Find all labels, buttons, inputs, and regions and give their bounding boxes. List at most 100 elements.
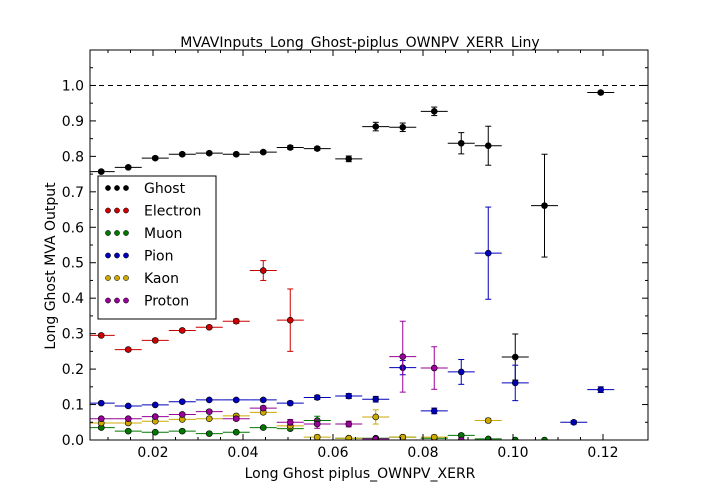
legend-marker bbox=[105, 275, 111, 281]
data-point bbox=[124, 164, 132, 171]
data-point bbox=[178, 327, 186, 334]
data-point bbox=[124, 402, 132, 410]
data-point bbox=[597, 386, 605, 393]
data-point bbox=[178, 398, 186, 406]
data-point bbox=[313, 433, 321, 440]
data-point bbox=[286, 418, 294, 426]
data-point bbox=[178, 150, 186, 158]
legend-marker bbox=[114, 275, 120, 281]
data-point bbox=[457, 139, 465, 147]
data-point bbox=[97, 332, 105, 339]
legend-label-pion: Pion bbox=[144, 249, 173, 265]
data-point bbox=[232, 415, 240, 423]
plot-area: 0.02 0.04 0.06 0.08 0.10 0.12 0.0 0.1 0.2 0.3 0.4 0… bbox=[62, 49, 649, 461]
x-tick-label: 0.08 bbox=[407, 445, 438, 461]
y-tick-label: 0.2 bbox=[62, 362, 84, 378]
x-tick-label: 0.10 bbox=[497, 445, 528, 461]
data-point bbox=[286, 399, 294, 407]
series-pion bbox=[90, 206, 615, 426]
legend-marker bbox=[105, 297, 111, 304]
data-point bbox=[345, 420, 353, 428]
data-point bbox=[286, 316, 294, 324]
legend-marker bbox=[105, 230, 111, 236]
data-point bbox=[484, 417, 492, 424]
data-point bbox=[313, 420, 321, 428]
legend-label-electron: Electron bbox=[144, 204, 201, 220]
data-point bbox=[457, 436, 465, 440]
data-point bbox=[151, 413, 159, 420]
series-electron bbox=[90, 260, 304, 353]
legend-marker bbox=[114, 207, 120, 214]
data-point bbox=[124, 346, 132, 353]
data-point bbox=[124, 427, 132, 435]
legend-marker bbox=[105, 252, 111, 259]
y-tick-label: 0.9 bbox=[62, 114, 84, 130]
legend-box bbox=[97, 175, 217, 320]
data-point bbox=[345, 392, 353, 400]
legend-marker bbox=[123, 297, 129, 304]
data-point bbox=[430, 407, 438, 415]
y-axis-label: Long Ghost MVA Output bbox=[43, 182, 59, 350]
legend-label-ghost: Ghost bbox=[144, 181, 186, 197]
data-point bbox=[372, 123, 380, 130]
data-point bbox=[570, 418, 578, 426]
data-point bbox=[151, 337, 159, 344]
data-point bbox=[259, 424, 267, 431]
x-tick-label: 0.06 bbox=[317, 445, 348, 461]
data-point bbox=[399, 123, 407, 131]
data-point bbox=[541, 202, 548, 209]
y-tick-label: 0.0 bbox=[62, 433, 84, 449]
data-point bbox=[597, 89, 605, 96]
data-point bbox=[484, 435, 492, 440]
data-point bbox=[457, 368, 465, 376]
data-point bbox=[511, 353, 519, 361]
data-point bbox=[97, 399, 105, 407]
x-tick-label: 0.12 bbox=[587, 445, 618, 461]
data-point bbox=[178, 411, 186, 418]
legend-marker bbox=[114, 297, 120, 304]
data-point bbox=[430, 433, 438, 440]
legend-marker bbox=[105, 185, 111, 191]
data-point bbox=[205, 408, 213, 415]
legend-label-proton: Proton bbox=[144, 294, 189, 310]
data-point bbox=[205, 149, 213, 157]
data-point bbox=[97, 168, 105, 175]
chart-title: MVAVInputs_Long_Ghost-piplus_OWNPV_XERR_… bbox=[180, 35, 539, 51]
y-tick-label: 0.7 bbox=[62, 185, 84, 201]
data-point bbox=[205, 323, 213, 331]
data-point bbox=[124, 415, 132, 423]
x-axis-label: Long Ghost piplus_OWNPV_XERR bbox=[245, 466, 476, 482]
data-point bbox=[430, 364, 438, 372]
data-point bbox=[430, 108, 438, 115]
legend-marker bbox=[123, 275, 129, 281]
data-point bbox=[511, 436, 519, 440]
data-point bbox=[205, 396, 213, 404]
data-point bbox=[259, 267, 267, 274]
data-point bbox=[97, 415, 105, 423]
data-point bbox=[313, 145, 321, 152]
y-tick-label: 0.4 bbox=[62, 291, 84, 307]
data-point bbox=[399, 353, 407, 360]
data-point bbox=[259, 148, 267, 156]
legend-marker bbox=[123, 185, 129, 191]
y-tick-label: 0.6 bbox=[62, 220, 84, 236]
data-point bbox=[151, 154, 159, 162]
data-point bbox=[345, 155, 353, 163]
legend-marker bbox=[123, 230, 129, 236]
legend-marker bbox=[105, 207, 111, 214]
data-point bbox=[232, 150, 240, 158]
data-point bbox=[205, 415, 213, 423]
y-tick-label: 0.8 bbox=[62, 149, 84, 165]
series-ghost bbox=[90, 89, 615, 381]
legend-marker bbox=[114, 230, 120, 236]
y-tick-label: 1.0 bbox=[62, 78, 84, 94]
data-series-group bbox=[90, 89, 615, 440]
y-tick-label: 0.1 bbox=[62, 398, 84, 414]
series-proton bbox=[90, 320, 475, 440]
data-point bbox=[372, 395, 380, 403]
legend-marker bbox=[114, 185, 120, 191]
data-point bbox=[205, 430, 213, 437]
data-point bbox=[372, 413, 380, 421]
legend-marker bbox=[123, 252, 129, 259]
y-tick-label: 0.5 bbox=[62, 256, 84, 272]
